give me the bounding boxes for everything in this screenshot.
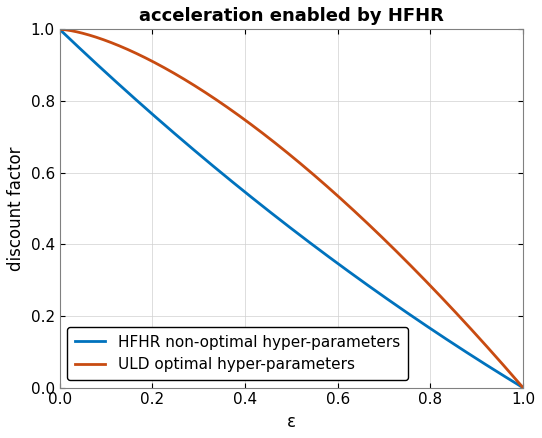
ULD optimal hyper-parameters [520,385,526,390]
HFHR non-optimal hyper-parameters [282,221,288,226]
HFHR non-optimal hyper-parameters [421,322,428,327]
HFHR non-optimal hyper-parameters [269,212,276,217]
HFHR non-optimal hyper-parameters [520,385,526,390]
Line: ULD optimal hyper-parameters: ULD optimal hyper-parameters [60,29,523,388]
Title: acceleration enabled by HFHR: acceleration enabled by HFHR [139,7,444,25]
ULD optimal hyper-parameters [282,148,288,153]
HFHR non-optimal hyper-parameters [506,377,513,382]
ULD optimal hyper-parameters [506,369,513,374]
Line: HFHR non-optimal hyper-parameters: HFHR non-optimal hyper-parameters [60,29,523,388]
Y-axis label: discount factor: discount factor [7,146,25,271]
Legend: HFHR non-optimal hyper-parameters, ULD optimal hyper-parameters: HFHR non-optimal hyper-parameters, ULD o… [67,327,408,380]
ULD optimal hyper-parameters [421,277,428,283]
ULD optimal hyper-parameters [80,31,87,36]
HFHR non-optimal hyper-parameters [56,27,63,32]
ULD optimal hyper-parameters [56,27,63,32]
ULD optimal hyper-parameters [506,370,513,375]
ULD optimal hyper-parameters [269,138,276,144]
X-axis label: ε: ε [287,413,296,431]
HFHR non-optimal hyper-parameters [506,377,513,382]
HFHR non-optimal hyper-parameters [80,49,87,54]
